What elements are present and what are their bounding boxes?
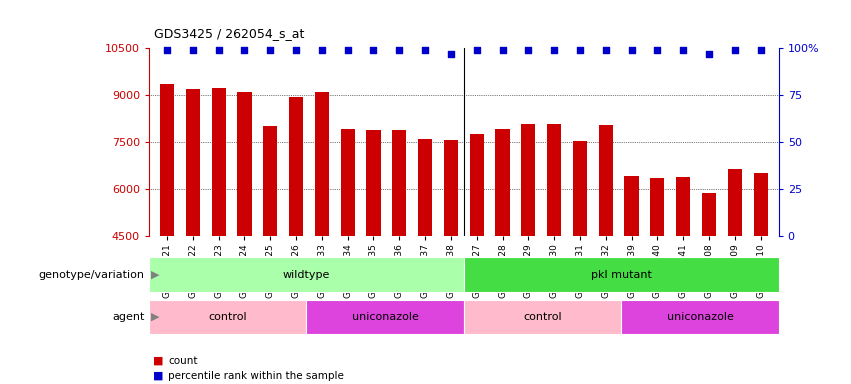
Point: [289, 47, 303, 53]
Point: [599, 47, 613, 53]
Bar: [149, 257, 464, 292]
Bar: [289, 97, 303, 236]
Bar: [263, 126, 277, 236]
Bar: [621, 300, 779, 334]
Bar: [676, 177, 690, 236]
Point: [315, 47, 328, 53]
Point: [419, 47, 432, 53]
Text: GDS3425 / 262054_s_at: GDS3425 / 262054_s_at: [154, 28, 305, 40]
Text: percentile rank within the sample: percentile rank within the sample: [168, 371, 345, 381]
Bar: [418, 139, 432, 236]
Point: [392, 47, 406, 53]
Point: [264, 47, 277, 53]
Bar: [306, 300, 464, 334]
Bar: [470, 134, 484, 236]
Point: [547, 47, 561, 53]
Point: [212, 47, 226, 53]
Text: ▶: ▶: [151, 270, 159, 280]
Bar: [753, 173, 768, 236]
Text: count: count: [168, 356, 198, 366]
Bar: [149, 300, 306, 334]
Text: agent: agent: [112, 312, 145, 322]
Text: ■: ■: [153, 356, 163, 366]
Bar: [702, 193, 716, 236]
Text: wildtype: wildtype: [283, 270, 330, 280]
Bar: [650, 178, 665, 236]
Bar: [495, 129, 510, 236]
Bar: [186, 89, 200, 236]
Point: [444, 51, 458, 57]
Bar: [392, 131, 407, 236]
Text: genotype/variation: genotype/variation: [38, 270, 145, 280]
Bar: [160, 84, 174, 236]
Point: [495, 47, 509, 53]
Point: [186, 47, 200, 53]
Text: control: control: [523, 312, 562, 322]
Point: [728, 47, 741, 53]
Bar: [521, 124, 535, 236]
Bar: [547, 124, 561, 236]
Point: [650, 47, 664, 53]
Bar: [464, 300, 621, 334]
Point: [625, 47, 638, 53]
Bar: [340, 129, 355, 236]
Bar: [573, 141, 587, 236]
Text: ▶: ▶: [151, 312, 159, 322]
Point: [702, 51, 716, 57]
Bar: [212, 88, 226, 236]
Bar: [315, 92, 329, 236]
Text: control: control: [208, 312, 247, 322]
Text: uniconazole: uniconazole: [666, 312, 734, 322]
Bar: [728, 169, 742, 236]
Point: [754, 47, 768, 53]
Point: [522, 47, 535, 53]
Bar: [237, 92, 252, 236]
Bar: [598, 125, 613, 236]
Point: [341, 47, 355, 53]
Text: ■: ■: [153, 371, 163, 381]
Point: [160, 47, 174, 53]
Text: pkl mutant: pkl mutant: [591, 270, 652, 280]
Bar: [625, 175, 638, 236]
Point: [237, 47, 251, 53]
Point: [573, 47, 586, 53]
Bar: [443, 140, 458, 236]
Bar: [464, 257, 779, 292]
Point: [470, 47, 483, 53]
Text: uniconazole: uniconazole: [351, 312, 419, 322]
Point: [367, 47, 380, 53]
Point: [677, 47, 690, 53]
Bar: [367, 130, 380, 236]
